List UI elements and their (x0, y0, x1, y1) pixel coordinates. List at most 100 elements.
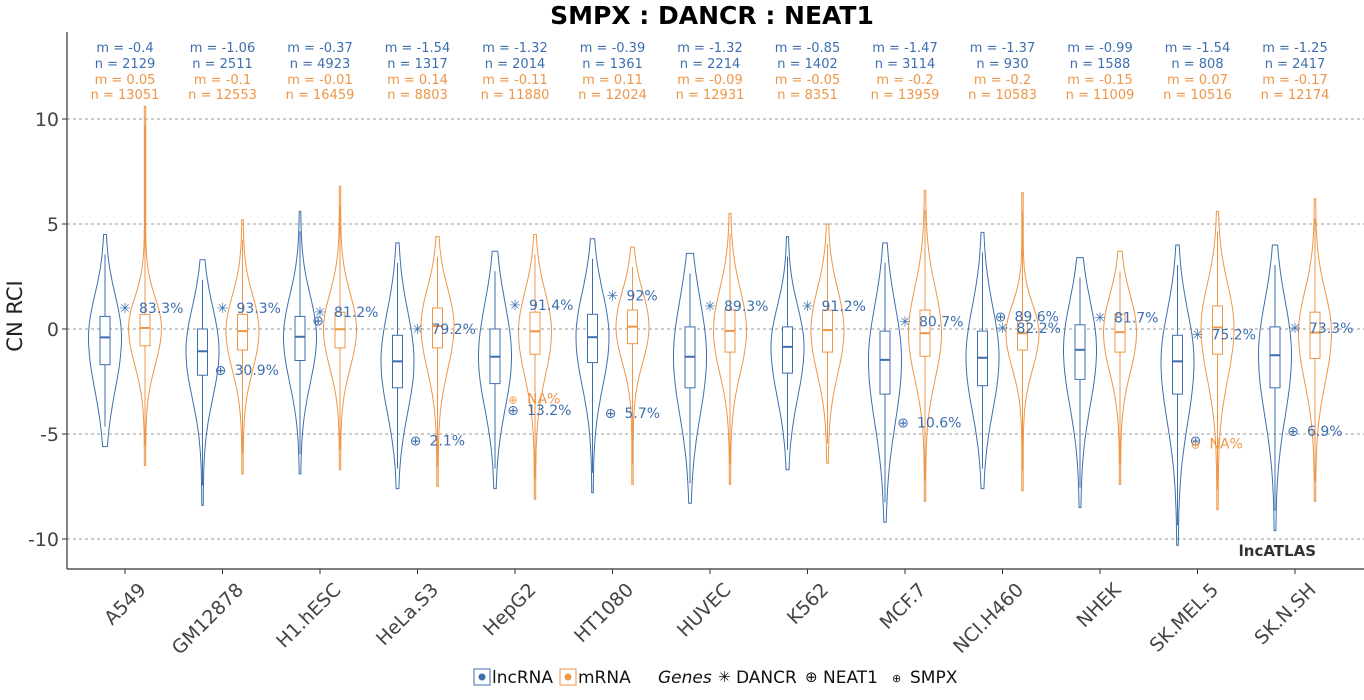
watermark: lncATLAS (1239, 542, 1316, 560)
violin-outline (907, 189, 943, 502)
stat-mrna-m: m = -0.2 (876, 73, 933, 88)
gene-symbol: ⊕ (1190, 433, 1202, 449)
stat-lnc-n: n = 2129 (95, 57, 155, 72)
gene-symbol: ⊕ (508, 393, 517, 406)
legend-label: mRNA (578, 668, 631, 688)
violin-outline (615, 246, 650, 485)
stat-mrna-n: n = 12553 (188, 88, 257, 103)
violin-mrna (615, 246, 650, 485)
stat-mrna-m: m = -0.15 (1067, 73, 1132, 88)
gene-percent-label: 93.3% (237, 301, 281, 317)
box (237, 313, 248, 351)
x-tick-label: HT1080 (570, 579, 638, 647)
gene-symbol: ✳ (412, 322, 424, 338)
gene-marker-neat1: ⊕ 13.2% (507, 403, 571, 419)
gene-marker-neat1: ⊕ 30.9% (215, 363, 279, 379)
stat-lnc-n: n = 2014 (485, 57, 545, 72)
violin-outline (770, 236, 805, 471)
stat-mrna-n: n = 16459 (286, 88, 355, 103)
gene-percent-label: 75.2% (1212, 327, 1256, 343)
violin-outline (1200, 210, 1235, 511)
violin-lncrna (868, 242, 902, 523)
x-tick-label: HeLa.S3 (372, 579, 443, 650)
gene-marker-neat1: ⊕ 6.9% (1287, 424, 1342, 440)
stat-mrna-n: n = 13959 (871, 88, 940, 103)
gene-marker-dancr: ✳ 79.2% (412, 322, 476, 338)
legend-swatch-dot (478, 673, 486, 681)
y-tick-label: 10 (35, 109, 59, 131)
gene-percent-label: 83.3% (139, 301, 183, 317)
stat-mrna-n: n = 10516 (1163, 88, 1232, 103)
stat-mrna-n: n = 12931 (676, 88, 745, 103)
gene-percent-label: 81.7% (1114, 310, 1158, 326)
violin-mrna (420, 236, 455, 487)
gene-marker-neat1: ⊕ 2.1% (410, 433, 465, 449)
stat-mrna-m: m = -0.11 (482, 73, 547, 88)
stat-lnc-n: n = 1317 (387, 57, 447, 72)
violin-outline (1063, 257, 1097, 508)
x-tick-label: MCF.7 (876, 579, 931, 634)
gene-marker-dancr: ✳ 81.7% (1094, 310, 1158, 326)
gene-percent-label: NA% (527, 391, 560, 407)
gene-percent-label: 81.2% (334, 305, 378, 321)
violin-lncrna (1257, 244, 1293, 532)
stat-lnc-m: m = -1.37 (970, 41, 1035, 56)
stat-lnc-n: n = 2511 (192, 57, 252, 72)
box (432, 307, 443, 349)
stat-mrna-m: m = -0.05 (775, 73, 840, 88)
gene-symbol: ⊕ (410, 433, 422, 449)
box (1114, 313, 1126, 353)
x-tick-label: H1.hESC (272, 579, 345, 652)
legend-gene-neat1: ⊕ NEAT1 (805, 668, 878, 688)
gene-marker-smpx: ⊕ NA% (1191, 436, 1243, 452)
gene-percent-label: 91.4% (529, 298, 573, 314)
gene-symbol: ⊕ (605, 406, 617, 422)
gene-percent-label: 79.2% (432, 322, 476, 338)
stat-lnc-m: m = -1.54 (385, 41, 450, 56)
violin-outline (1005, 192, 1040, 492)
stat-lnc-n: n = 2214 (680, 57, 740, 72)
violin-lncrna (770, 236, 805, 471)
gene-symbol: ✳ (802, 299, 814, 315)
gene-symbol: ✳ (1094, 310, 1106, 326)
gene-marker-dancr: ✳ 91.4% (509, 298, 573, 314)
violin-outline (965, 231, 1000, 490)
legend-key-mrna: mRNA (559, 668, 631, 688)
legend-gene-symbol: ✳ (718, 668, 731, 686)
box (782, 326, 793, 374)
box (822, 309, 833, 353)
violin-mrna (127, 105, 163, 466)
legend-gene-label: SMPX (910, 668, 958, 688)
violin-mrna (1005, 192, 1040, 492)
stat-mrna-n: n = 8351 (777, 88, 837, 103)
y-axis-label: CN RCI (3, 280, 27, 351)
violin-outline (673, 252, 707, 504)
violin-mrna (1102, 250, 1138, 485)
stat-lnc-n: n = 930 (976, 57, 1028, 72)
box (1074, 324, 1086, 380)
violin-lncrna (1160, 244, 1195, 546)
violin-outline (478, 250, 512, 490)
gene-symbol: ✳ (1192, 327, 1204, 343)
stat-lnc-m: m = -0.99 (1067, 41, 1132, 56)
stat-mrna-m: m = 0.11 (582, 73, 643, 88)
x-tick-label: HepG2 (479, 579, 540, 640)
box (1212, 305, 1223, 355)
chart-title: SMPX : DANCR : NEAT1 (550, 1, 874, 30)
gene-percent-label: 89.6% (1015, 309, 1059, 325)
y-tick-label: -10 (28, 529, 59, 551)
gene-marker-layer: ✳ 83.3% ✳ 93.3%⊕ 30.9%✳ 81.2%⊕✳ 79.2%⊕ 2.1%✳ 91.… (119, 288, 1353, 452)
gene-symbol: ⊕ (507, 403, 519, 419)
gene-symbol: ✳ (704, 299, 716, 315)
gene-marker-neat1: ⊕ 10.6% (897, 415, 961, 431)
stat-lnc-n: n = 3114 (875, 57, 935, 72)
gene-percent-label: 5.7% (625, 406, 661, 422)
legend-gene-smpx: ⊕ SMPX (892, 668, 958, 688)
violin-outline (517, 234, 553, 500)
